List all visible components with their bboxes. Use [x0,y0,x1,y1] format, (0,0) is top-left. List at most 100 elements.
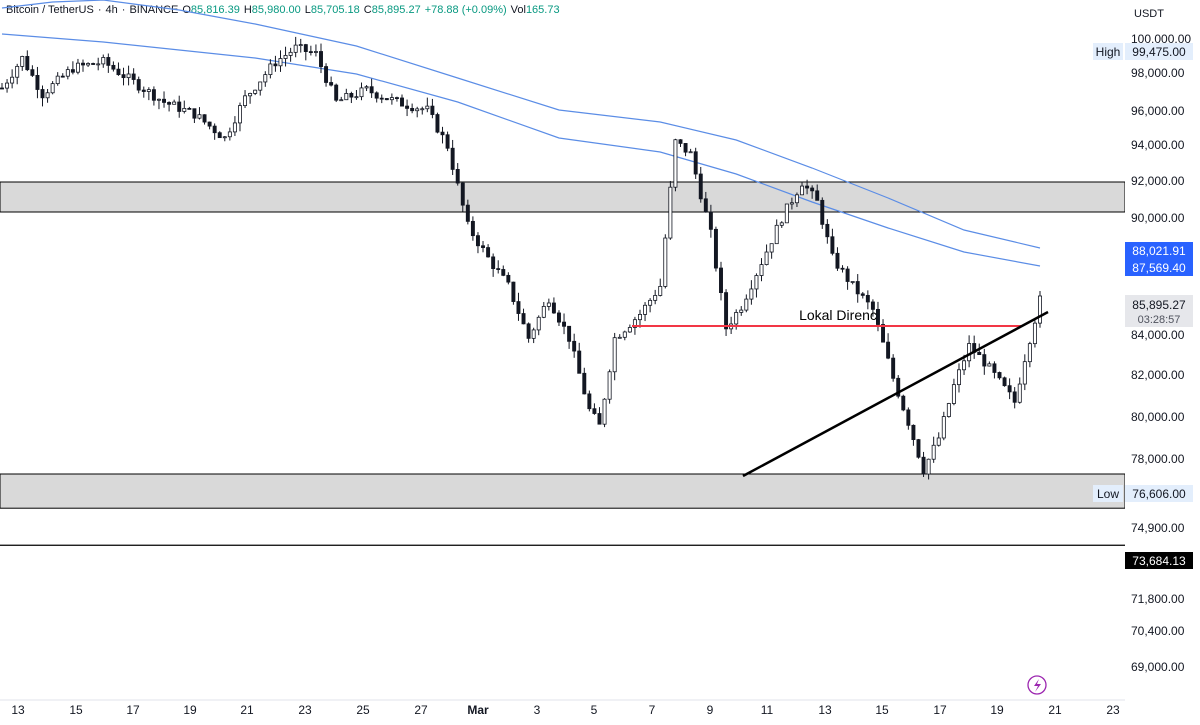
candle[interactable] [941,411,946,441]
candle[interactable] [713,226,718,272]
candle[interactable] [101,54,106,68]
candle[interactable] [349,91,354,104]
candle[interactable] [491,253,496,277]
candle[interactable] [339,96,344,102]
candle[interactable] [465,199,470,225]
candle[interactable] [693,147,698,179]
candle[interactable] [592,403,597,415]
candle[interactable] [612,332,617,381]
candle[interactable] [815,184,820,201]
candle[interactable] [648,298,653,313]
candle[interactable] [536,315,541,336]
symbol-name[interactable]: Bitcoin / TetherUS [6,4,94,16]
candle[interactable] [146,87,151,101]
candle[interactable] [673,138,678,192]
candle[interactable] [516,292,521,321]
candle[interactable] [754,273,759,298]
candle[interactable] [202,114,207,125]
candle[interactable] [0,82,4,90]
candle[interactable] [435,112,440,134]
candle[interactable] [263,71,268,87]
candle[interactable] [1038,291,1042,328]
candle[interactable] [936,432,941,447]
candle[interactable] [946,402,951,418]
candle[interactable] [344,88,349,101]
candle[interactable] [243,90,248,109]
candle[interactable] [308,45,313,56]
candle[interactable] [475,232,480,254]
candle[interactable] [268,59,273,79]
interval[interactable]: 4h [105,4,118,16]
candle[interactable] [546,298,551,311]
candle[interactable] [602,398,607,428]
candle[interactable] [769,243,774,259]
candle[interactable] [116,62,121,76]
candle[interactable] [916,438,921,459]
candle[interactable] [1012,387,1017,409]
candle[interactable] [217,131,222,139]
candle[interactable] [830,228,835,256]
price-tag-ma2[interactable]: 87,569.40 [1125,259,1193,276]
candle[interactable] [238,102,242,132]
candle[interactable] [1027,341,1032,368]
candle[interactable] [121,67,126,86]
candle[interactable] [288,47,293,62]
candle[interactable] [359,82,364,101]
candle[interactable] [405,99,410,117]
candle[interactable] [557,310,561,327]
candle[interactable] [207,121,212,130]
candle[interactable] [779,221,784,228]
candle[interactable] [445,131,450,152]
candle[interactable] [622,330,627,341]
candle[interactable] [248,92,253,104]
candle[interactable] [197,107,202,120]
candle[interactable] [162,91,166,108]
price-tag-low[interactable]: Low 76,606.00 [1093,485,1193,502]
candle[interactable] [678,139,683,148]
candle[interactable] [835,247,840,271]
candle[interactable] [617,334,622,339]
candle[interactable] [1017,377,1022,404]
candle[interactable] [627,324,632,333]
candle[interactable] [531,327,536,344]
ascending-trendline[interactable] [742,310,1049,478]
candle[interactable] [369,78,374,98]
candle[interactable] [20,55,25,71]
price-tag-high[interactable]: High 99,475.00 [1093,43,1193,60]
candle[interactable] [60,73,65,78]
price-tag-level[interactable]: 73,684.13 [1125,552,1193,569]
candle[interactable] [658,278,663,297]
candle[interactable] [187,106,192,110]
candle[interactable] [896,375,901,399]
candle[interactable] [70,61,75,75]
candle[interactable] [389,93,394,105]
candle[interactable] [5,79,10,93]
candle[interactable] [653,289,658,305]
candle[interactable] [50,81,55,95]
candle[interactable] [496,260,501,274]
candle[interactable] [425,97,430,113]
candle[interactable] [111,61,116,72]
candle[interactable] [997,371,1002,380]
candle[interactable] [324,63,329,87]
candle[interactable] [789,197,794,210]
candle[interactable] [172,99,177,105]
candle[interactable] [886,333,891,360]
candle[interactable] [703,191,708,213]
candle[interactable] [643,302,648,322]
support-resistance-zone-0[interactable] [0,181,1126,213]
candle[interactable] [1007,378,1012,400]
candle[interactable] [273,55,278,72]
candle[interactable] [850,281,855,285]
candle[interactable] [227,127,232,141]
candle[interactable] [151,86,156,106]
candle[interactable] [45,89,50,103]
candle[interactable] [719,261,723,301]
candle[interactable] [177,95,182,118]
candle[interactable] [931,436,936,463]
candle[interactable] [638,309,642,328]
candle[interactable] [283,46,288,67]
candle[interactable] [967,335,972,368]
candle[interactable] [951,378,956,406]
